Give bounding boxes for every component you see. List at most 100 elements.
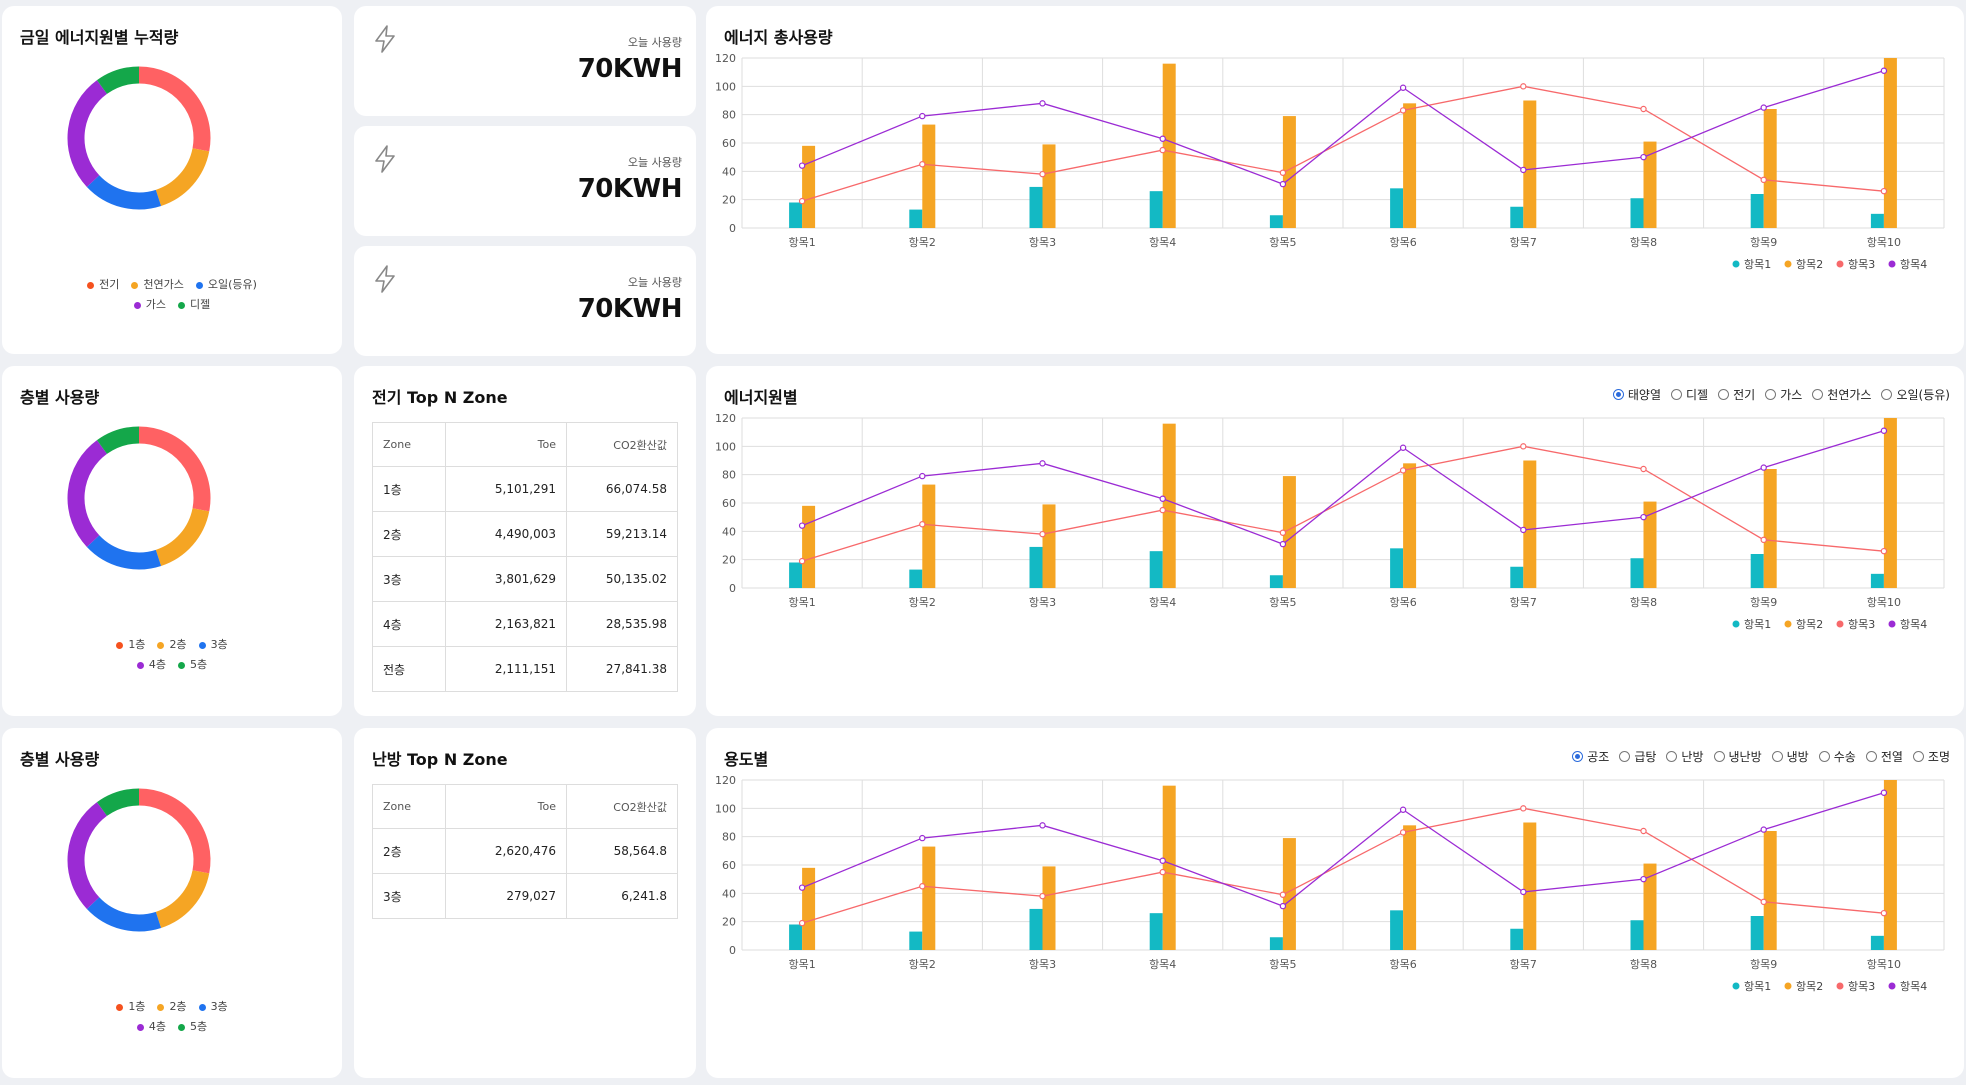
legend-item[interactable]: 5층 <box>178 1017 207 1037</box>
point-항목4[interactable] <box>800 523 805 528</box>
bar-항목2[interactable] <box>922 125 935 228</box>
point-항목4[interactable] <box>1160 496 1165 501</box>
table-row[interactable]: 1층 5,101,291 66,074.58 <box>373 467 678 512</box>
point-항목4[interactable] <box>1521 889 1526 894</box>
point-항목4[interactable] <box>1401 807 1406 812</box>
bar-항목1[interactable] <box>1631 198 1644 228</box>
legend-label[interactable]: 항목4 <box>1900 618 1927 631</box>
point-항목3[interactable] <box>1761 177 1766 182</box>
point-항목3[interactable] <box>1641 828 1646 833</box>
legend-label[interactable]: 항목4 <box>1900 980 1927 993</box>
legend-item[interactable]: 가스 <box>134 295 166 315</box>
point-항목3[interactable] <box>1160 869 1165 874</box>
point-항목4[interactable] <box>800 163 805 168</box>
donut-slice[interactable] <box>139 435 202 510</box>
point-항목4[interactable] <box>920 473 925 478</box>
point-항목4[interactable] <box>800 885 805 890</box>
legend-label[interactable]: 항목2 <box>1796 980 1823 993</box>
legend-item[interactable]: 1층 <box>116 997 145 1017</box>
bar-항목1[interactable] <box>1751 916 1764 950</box>
point-항목3[interactable] <box>1401 108 1406 113</box>
point-항목4[interactable] <box>1040 823 1045 828</box>
legend-label[interactable]: 항목3 <box>1848 980 1875 993</box>
bar-항목1[interactable] <box>1150 551 1163 588</box>
table-row[interactable]: 3층 3,801,629 50,135.02 <box>373 557 678 602</box>
bar-항목1[interactable] <box>1270 575 1283 588</box>
point-항목3[interactable] <box>1521 806 1526 811</box>
bar-항목2[interactable] <box>802 868 815 950</box>
point-항목4[interactable] <box>1521 527 1526 532</box>
donut-slice[interactable] <box>76 87 102 181</box>
point-항목4[interactable] <box>1641 877 1646 882</box>
legend-item[interactable]: 전기 <box>87 275 119 295</box>
bar-항목1[interactable] <box>1030 187 1043 228</box>
legend-item[interactable]: 3층 <box>199 635 228 655</box>
bar-항목2[interactable] <box>1764 469 1777 588</box>
bar-항목2[interactable] <box>1523 823 1536 951</box>
donut-slice[interactable] <box>158 510 200 558</box>
bar-항목1[interactable] <box>1030 909 1043 950</box>
point-항목3[interactable] <box>1521 84 1526 89</box>
donut-slice[interactable] <box>76 447 102 541</box>
legend-item[interactable]: 2층 <box>157 635 186 655</box>
legend-item[interactable]: 천연가스 <box>131 275 183 295</box>
bar-항목2[interactable] <box>802 146 815 228</box>
bar-항목1[interactable] <box>909 570 922 588</box>
point-항목4[interactable] <box>1040 101 1045 106</box>
point-항목4[interactable] <box>1641 155 1646 160</box>
point-항목4[interactable] <box>1280 541 1285 546</box>
point-항목4[interactable] <box>920 113 925 118</box>
bar-항목1[interactable] <box>909 210 922 228</box>
bar-항목2[interactable] <box>922 485 935 588</box>
legend-label[interactable]: 항목2 <box>1796 618 1823 631</box>
point-항목3[interactable] <box>1040 894 1045 899</box>
bar-항목1[interactable] <box>1510 929 1523 950</box>
point-항목3[interactable] <box>920 884 925 889</box>
bar-항목2[interactable] <box>1403 825 1416 950</box>
table-row[interactable]: 4층 2,163,821 28,535.98 <box>373 602 678 647</box>
bar-항목2[interactable] <box>1043 504 1056 588</box>
donut-slice[interactable] <box>93 903 158 923</box>
bar-항목1[interactable] <box>789 203 802 229</box>
donut-slice[interactable] <box>93 181 158 201</box>
bar-항목1[interactable] <box>1510 207 1523 228</box>
bar-항목1[interactable] <box>789 925 802 951</box>
point-항목4[interactable] <box>1881 428 1886 433</box>
point-항목3[interactable] <box>1881 549 1886 554</box>
point-항목4[interactable] <box>1160 136 1165 141</box>
point-항목4[interactable] <box>1160 858 1165 863</box>
point-항목4[interactable] <box>1040 461 1045 466</box>
bar-항목2[interactable] <box>1884 780 1897 950</box>
point-항목3[interactable] <box>800 558 805 563</box>
donut-slice[interactable] <box>102 435 139 447</box>
point-항목3[interactable] <box>1160 507 1165 512</box>
bar-항목1[interactable] <box>1150 913 1163 950</box>
point-항목3[interactable] <box>1881 911 1886 916</box>
point-항목3[interactable] <box>1160 147 1165 152</box>
table-row[interactable]: 2층 4,490,003 59,213.14 <box>373 512 678 557</box>
bar-항목2[interactable] <box>1403 463 1416 588</box>
point-항목3[interactable] <box>1761 899 1766 904</box>
bar-항목1[interactable] <box>1631 558 1644 588</box>
bar-항목1[interactable] <box>1270 937 1283 950</box>
bar-항목1[interactable] <box>1390 548 1403 588</box>
legend-item[interactable]: 3층 <box>199 997 228 1017</box>
legend-label[interactable]: 항목1 <box>1744 980 1771 993</box>
point-항목3[interactable] <box>1881 189 1886 194</box>
bar-항목2[interactable] <box>1163 424 1176 588</box>
donut-slice[interactable] <box>158 872 200 920</box>
legend-item[interactable]: 오일(등유) <box>196 275 257 295</box>
point-항목4[interactable] <box>1280 181 1285 186</box>
donut-slice[interactable] <box>139 797 202 872</box>
point-항목3[interactable] <box>1040 172 1045 177</box>
bar-항목1[interactable] <box>1150 191 1163 228</box>
point-항목3[interactable] <box>1641 106 1646 111</box>
point-항목4[interactable] <box>1761 827 1766 832</box>
point-항목4[interactable] <box>1761 105 1766 110</box>
bar-항목1[interactable] <box>1751 194 1764 228</box>
bar-항목1[interactable] <box>789 563 802 589</box>
point-항목3[interactable] <box>1401 468 1406 473</box>
bar-항목1[interactable] <box>909 932 922 950</box>
point-항목4[interactable] <box>1280 903 1285 908</box>
table-row[interactable]: 전층 2,111,151 27,841.38 <box>373 647 678 692</box>
